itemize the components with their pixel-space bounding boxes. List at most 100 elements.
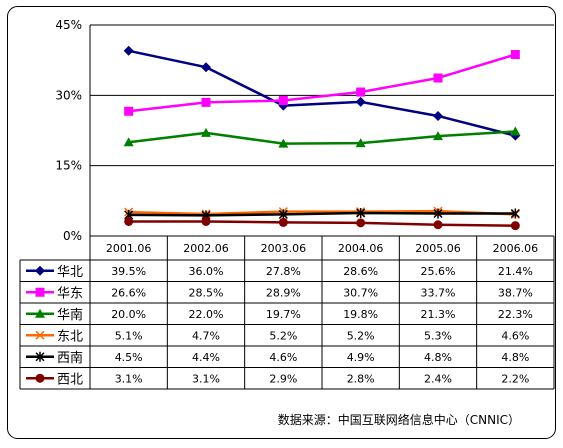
data-point-marker <box>355 138 366 148</box>
legend-label: 华东 <box>57 286 83 301</box>
data-point-marker <box>123 45 134 56</box>
data-label: 25.6% <box>421 265 456 278</box>
data-label: 22.3% <box>498 308 533 321</box>
data-label: 4.5% <box>115 351 143 364</box>
data-label: 20.0% <box>111 308 146 321</box>
plot-area: 0% 15% 30% 45% <box>55 18 554 243</box>
data-label: 3.1% <box>115 372 143 385</box>
series-line <box>128 53 516 113</box>
data-point-marker <box>433 110 443 121</box>
data-point-marker <box>510 126 521 136</box>
series-华南 <box>123 126 521 148</box>
data-point-marker <box>356 208 366 219</box>
legend-entry: 华北 <box>26 265 83 280</box>
data-label: 4.8% <box>424 351 452 364</box>
data-point-marker <box>35 330 45 340</box>
data-label: 5.2% <box>269 329 297 342</box>
data-label: 38.7% <box>498 286 533 299</box>
legend-label: 华北 <box>57 265 83 280</box>
data-label: 2.9% <box>269 372 297 385</box>
data-label: 4.9% <box>347 351 375 364</box>
data-point-marker <box>35 265 45 276</box>
x-tick-label: 2002.06 <box>183 242 229 255</box>
legend-label: 华南 <box>57 307 83 323</box>
legend-label: 西北 <box>57 372 83 387</box>
data-point-marker <box>278 217 288 227</box>
data-label: 5.2% <box>347 329 375 342</box>
x-tick-label: 2003.06 <box>261 242 307 255</box>
y-tick-label: 45% <box>55 18 82 32</box>
data-point-marker <box>35 287 45 297</box>
data-label: 33.7% <box>421 286 456 299</box>
data-point-marker <box>433 208 443 219</box>
data-label: 5.1% <box>115 329 143 342</box>
data-label: 21.3% <box>421 308 456 321</box>
legend-label: 西南 <box>57 350 83 366</box>
data-label: 36.0% <box>189 265 224 278</box>
data-point-marker <box>510 50 520 60</box>
legend-entry: 西南 <box>26 350 83 366</box>
data-point-marker <box>433 131 443 141</box>
series-line <box>128 211 516 217</box>
data-point-marker <box>356 87 366 97</box>
data-label: 2.2% <box>501 372 529 385</box>
data-point-marker <box>35 351 45 362</box>
legend-entry: 西北 <box>26 372 83 387</box>
data-label: 4.7% <box>192 329 220 342</box>
data-point-marker <box>35 373 45 383</box>
data-point-marker <box>123 137 134 147</box>
series-西北 <box>124 216 520 231</box>
y-tick-label: 0% <box>63 229 82 243</box>
data-point-marker <box>35 308 45 318</box>
legend-label: 东北 <box>57 329 83 344</box>
data-point-marker <box>278 138 289 148</box>
data-point-marker <box>278 95 288 105</box>
data-point-marker <box>124 216 134 226</box>
data-point-marker <box>201 62 211 73</box>
y-tick-label: 30% <box>55 88 82 102</box>
series-华东 <box>124 50 520 116</box>
data-label: 4.4% <box>192 351 220 364</box>
data-label: 4.8% <box>501 351 529 364</box>
data-label: 28.9% <box>266 286 301 299</box>
series-line <box>128 49 516 137</box>
series-line <box>128 220 516 227</box>
x-tick-label: 2005.06 <box>415 242 461 255</box>
data-label: 5.3% <box>424 329 452 342</box>
data-label: 28.5% <box>189 286 224 299</box>
x-tick-label: 2001.06 <box>106 242 152 255</box>
data-point-marker <box>433 220 443 230</box>
data-point-marker <box>201 127 211 137</box>
data-point-marker <box>278 209 288 220</box>
data-label: 19.7% <box>266 308 301 321</box>
data-label: 4.6% <box>501 329 529 342</box>
data-label: 3.1% <box>192 372 220 385</box>
data-label: 39.5% <box>111 265 146 278</box>
x-tick-label: 2004.06 <box>338 242 384 255</box>
x-tick-label: 2006.06 <box>493 242 539 255</box>
data-point-marker <box>355 96 366 107</box>
data-point-marker <box>124 106 134 116</box>
data-label: 26.6% <box>111 286 146 299</box>
data-label: 2.8% <box>347 372 375 385</box>
data-point-marker <box>510 208 520 219</box>
data-label: 19.8% <box>343 308 378 321</box>
data-label: 21.4% <box>498 265 533 278</box>
data-point-marker <box>433 73 443 83</box>
series-line <box>128 209 516 216</box>
data-label: 22.0% <box>189 308 224 321</box>
legend-entry: 华东 <box>26 286 83 301</box>
data-table: 2001.06 2002.06 2003.06 2004.06 2005.06 2006.… <box>19 235 555 390</box>
legend-entry: 华南 <box>26 307 83 323</box>
data-label: 30.7% <box>343 286 378 299</box>
data-point-marker <box>201 216 211 226</box>
legend-entry: 东北 <box>26 329 83 344</box>
data-point-marker <box>201 97 211 107</box>
data-label: 4.6% <box>269 351 297 364</box>
source-note: 数据来源：中国互联网络信息中心（CNNIC） <box>278 412 520 427</box>
data-label: 28.6% <box>343 265 378 278</box>
y-tick-label: 15% <box>55 159 82 173</box>
data-point-marker <box>510 221 520 231</box>
